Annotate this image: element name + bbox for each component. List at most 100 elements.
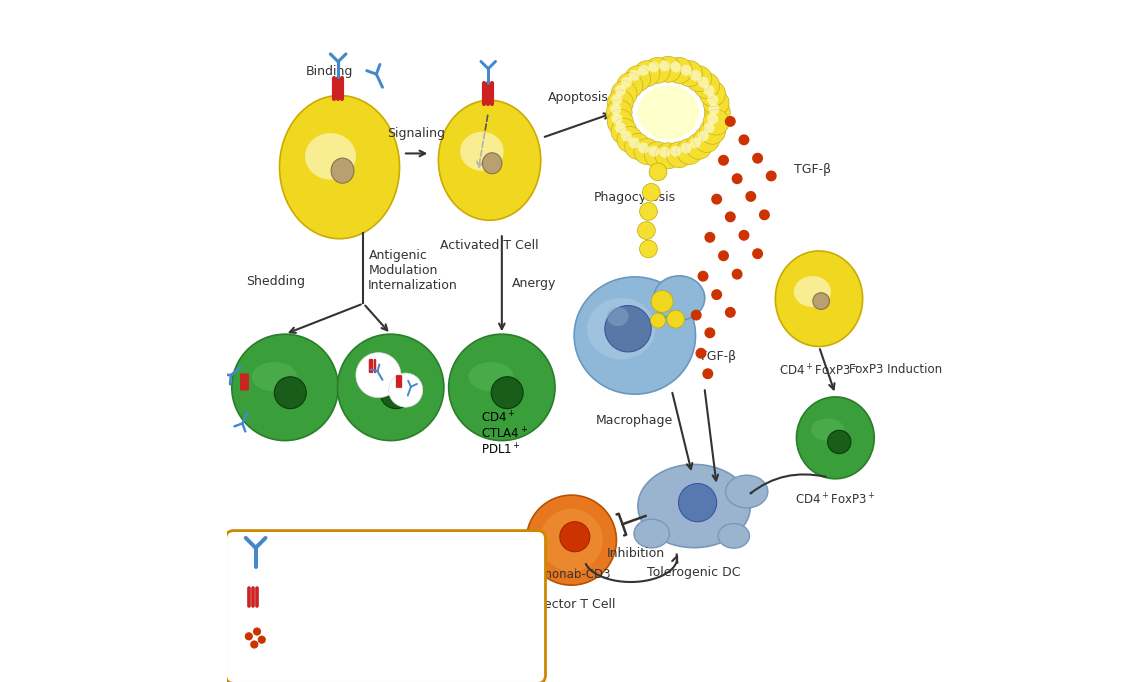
Circle shape: [655, 57, 682, 83]
Circle shape: [611, 94, 623, 105]
Circle shape: [703, 85, 715, 96]
Ellipse shape: [337, 334, 444, 441]
Circle shape: [258, 636, 266, 644]
Ellipse shape: [460, 132, 503, 170]
Circle shape: [746, 192, 755, 201]
Circle shape: [651, 313, 666, 328]
Circle shape: [611, 118, 637, 144]
Ellipse shape: [776, 251, 862, 346]
Circle shape: [703, 122, 715, 133]
Circle shape: [677, 61, 702, 87]
Text: CTLA4$^+$: CTLA4$^+$: [481, 426, 528, 441]
Circle shape: [659, 61, 670, 72]
Circle shape: [659, 147, 670, 158]
Circle shape: [625, 65, 651, 91]
Circle shape: [709, 104, 719, 115]
Circle shape: [670, 61, 682, 72]
Text: Binding: Binding: [306, 65, 353, 78]
FancyArrowPatch shape: [751, 475, 826, 493]
Circle shape: [726, 212, 735, 222]
Text: Signaling: Signaling: [387, 127, 445, 140]
Text: Shedding: Shedding: [247, 275, 306, 288]
Circle shape: [680, 143, 692, 153]
Circle shape: [644, 57, 670, 83]
Ellipse shape: [232, 334, 339, 441]
Ellipse shape: [813, 293, 829, 310]
Text: Anti CD3 mAb:: Anti CD3 mAb:: [281, 552, 371, 566]
Ellipse shape: [634, 519, 669, 548]
Circle shape: [608, 90, 634, 116]
Circle shape: [767, 171, 776, 181]
Circle shape: [628, 138, 640, 149]
Circle shape: [644, 142, 670, 168]
Circle shape: [667, 310, 685, 328]
Circle shape: [726, 308, 735, 317]
Text: CD3/TCR Complex: CD3/TCR Complex: [281, 592, 394, 606]
Circle shape: [700, 118, 726, 144]
Circle shape: [690, 70, 701, 80]
Circle shape: [649, 146, 659, 157]
Circle shape: [616, 85, 626, 96]
Ellipse shape: [449, 334, 556, 441]
Circle shape: [698, 131, 709, 142]
Circle shape: [666, 57, 692, 83]
Circle shape: [753, 153, 762, 163]
Text: TGF-β: TGF-β: [794, 162, 832, 176]
Circle shape: [617, 127, 643, 153]
Circle shape: [250, 640, 258, 649]
Circle shape: [611, 81, 637, 107]
Circle shape: [621, 131, 632, 142]
Text: Macrophage: Macrophage: [596, 414, 674, 427]
Ellipse shape: [279, 95, 400, 239]
Circle shape: [733, 174, 742, 183]
Circle shape: [703, 90, 729, 116]
Circle shape: [699, 271, 708, 281]
Circle shape: [703, 369, 712, 379]
Circle shape: [694, 72, 719, 98]
Circle shape: [708, 113, 718, 124]
Ellipse shape: [607, 307, 628, 326]
Circle shape: [640, 240, 658, 258]
Text: PDL1$^+$: PDL1$^+$: [481, 442, 520, 457]
Text: Antigenic
Modulation: Antigenic Modulation: [369, 248, 438, 277]
Circle shape: [740, 231, 749, 240]
Circle shape: [760, 210, 769, 220]
Circle shape: [638, 65, 649, 76]
Circle shape: [389, 373, 423, 407]
Circle shape: [677, 138, 702, 164]
Ellipse shape: [638, 464, 751, 548]
Circle shape: [526, 495, 617, 585]
Circle shape: [740, 135, 749, 145]
Circle shape: [611, 113, 623, 124]
Circle shape: [640, 203, 658, 220]
Ellipse shape: [587, 298, 655, 359]
Circle shape: [616, 122, 626, 133]
Circle shape: [642, 183, 660, 201]
Circle shape: [649, 61, 659, 72]
Circle shape: [244, 632, 253, 640]
Circle shape: [540, 509, 603, 572]
Circle shape: [726, 117, 735, 126]
Circle shape: [692, 310, 701, 320]
Circle shape: [491, 376, 523, 409]
Ellipse shape: [483, 153, 502, 174]
Circle shape: [628, 70, 640, 80]
Circle shape: [712, 194, 721, 204]
Circle shape: [666, 142, 692, 168]
Ellipse shape: [604, 306, 651, 352]
Circle shape: [637, 222, 655, 239]
Ellipse shape: [252, 362, 296, 391]
Circle shape: [712, 290, 721, 299]
Ellipse shape: [468, 362, 513, 391]
Circle shape: [625, 134, 651, 160]
Ellipse shape: [794, 276, 830, 307]
Circle shape: [719, 155, 728, 165]
Text: Effector T Cell: Effector T Cell: [527, 598, 616, 611]
Ellipse shape: [726, 475, 768, 508]
Text: Apoptosis: Apoptosis: [548, 91, 609, 104]
Text: Activated T Cell: Activated T Cell: [441, 239, 538, 252]
Ellipse shape: [811, 418, 844, 441]
Text: Anergy: Anergy: [512, 276, 557, 290]
Circle shape: [608, 109, 634, 135]
Ellipse shape: [653, 276, 704, 320]
